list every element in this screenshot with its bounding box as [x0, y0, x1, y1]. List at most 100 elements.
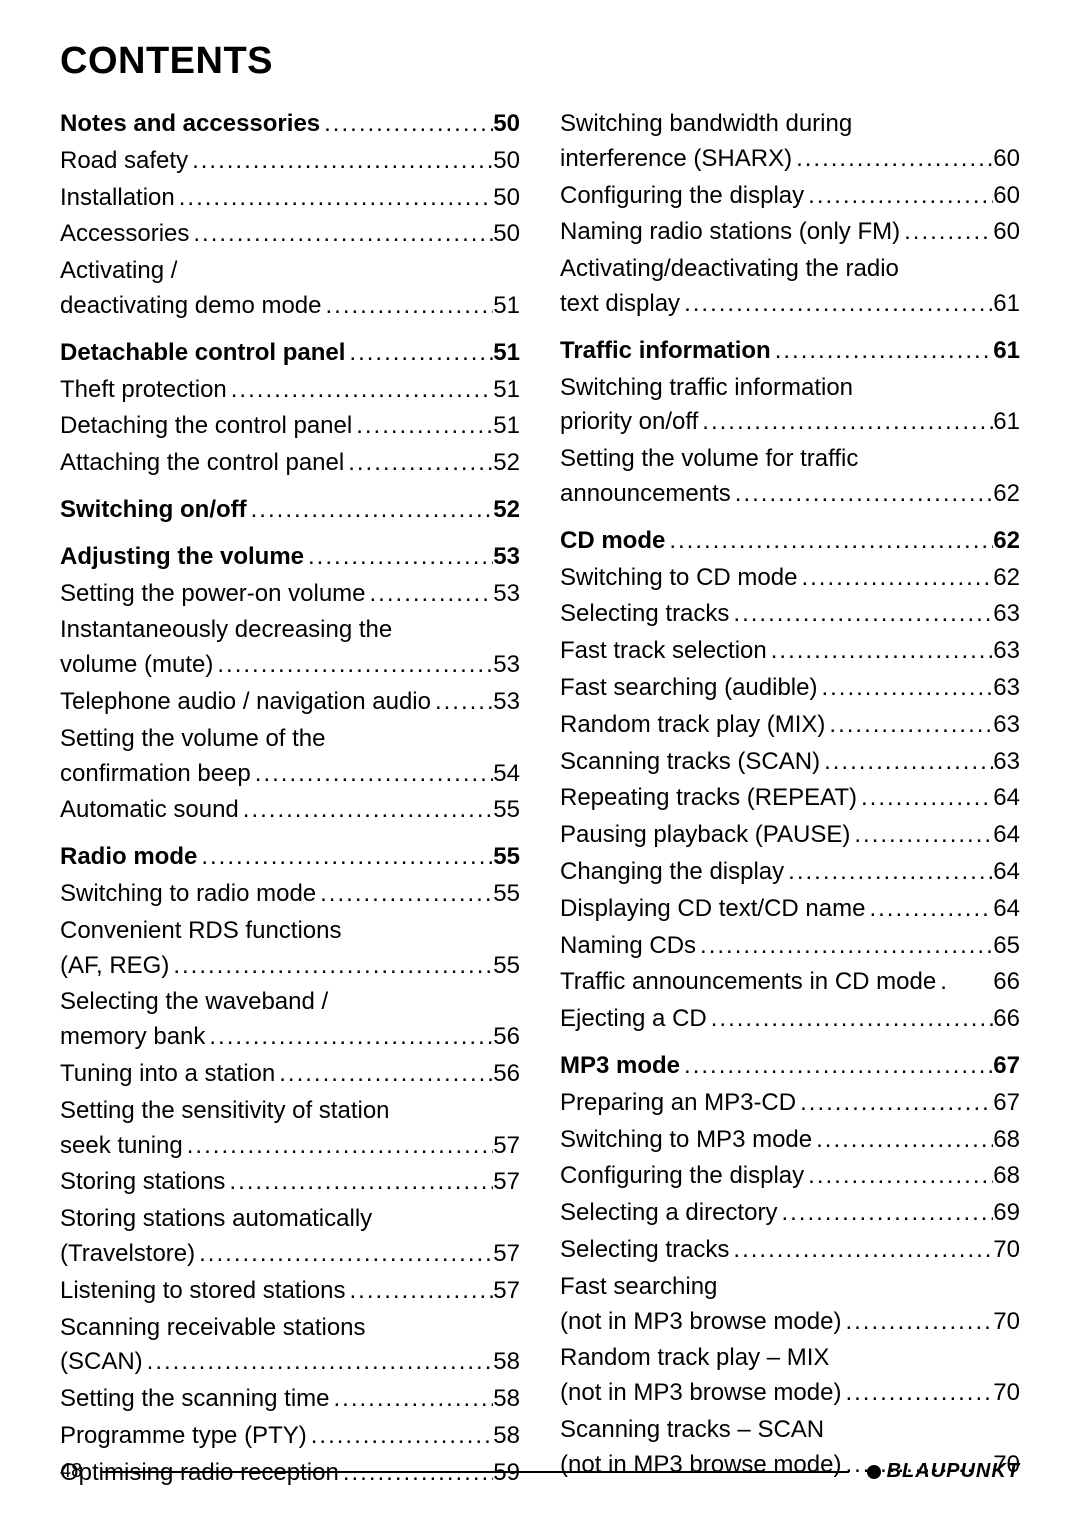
- toc-page: 52: [493, 446, 520, 481]
- toc-leader-dots: ........................................…: [188, 144, 493, 179]
- toc-page: 70: [993, 1305, 1020, 1340]
- toc-leader-dots: ........................................…: [316, 877, 493, 912]
- toc-leader-dots: ........................................…: [322, 289, 494, 324]
- toc-leader-dots: ........................................…: [729, 1233, 993, 1268]
- toc-label: Switching to MP3 mode: [560, 1123, 812, 1158]
- footer-rule: [100, 1471, 848, 1473]
- toc-page: 56: [493, 1020, 520, 1055]
- toc-label: MP3 mode: [560, 1049, 680, 1084]
- toc-label: Installation: [60, 181, 175, 216]
- toc-label: Automatic sound: [60, 793, 239, 828]
- toc-page: 57: [493, 1165, 520, 1200]
- toc-leader-dots: ........................................…: [812, 1123, 993, 1158]
- toc-page: 54: [493, 757, 520, 792]
- toc-entry: Fast searching (audible) ...............…: [560, 671, 1020, 706]
- toc-page: 50: [493, 144, 520, 179]
- toc-page: 60: [993, 215, 1020, 250]
- toc-entry: Selecting a directory ..................…: [560, 1196, 1020, 1231]
- toc-entry: Configuring the display ................…: [560, 1159, 1020, 1194]
- brand-text: BLAUPUNKT: [887, 1460, 1020, 1483]
- toc-entry: Setting the scanning time ..............…: [60, 1382, 520, 1417]
- toc-leader-dots: ........................................…: [820, 745, 993, 780]
- toc-label-continuation: Convenient RDS functions: [60, 914, 520, 949]
- toc-columns: Notes and accessories ..................…: [60, 107, 1020, 1492]
- toc-page: 63: [993, 708, 1020, 743]
- toc-label: Displaying CD text/CD name: [560, 892, 865, 927]
- toc-entry: Listening to stored stations ...........…: [60, 1274, 520, 1309]
- toc-leader-dots: ........................................…: [777, 1196, 993, 1231]
- toc-label: Traffic announcements in CD mode: [560, 965, 936, 1000]
- toc-page: 66: [993, 965, 1020, 1000]
- toc-page: 64: [993, 855, 1020, 890]
- toc-leader-dots: ........................................…: [352, 409, 493, 444]
- toc-label: Storing stations: [60, 1165, 225, 1200]
- toc-page: 70: [993, 1233, 1020, 1268]
- toc-entry: Setting the power-on volume ............…: [60, 577, 520, 612]
- toc-leader-dots: ........................................…: [665, 524, 993, 559]
- toc-label: (not in MP3 browse mode): [560, 1376, 841, 1411]
- toc-label: Ejecting a CD: [560, 1002, 707, 1037]
- toc-leader-dots: ........................................…: [729, 597, 993, 632]
- toc-page: 51: [493, 409, 520, 444]
- toc-label: Switching to radio mode: [60, 877, 316, 912]
- toc-page: 68: [993, 1123, 1020, 1158]
- toc-entry: (AF, REG) ..............................…: [60, 949, 520, 984]
- toc-label: interference (SHARX): [560, 142, 792, 177]
- toc-entry: Storing stations .......................…: [60, 1165, 520, 1200]
- toc-leader-dots: ........................................…: [431, 685, 493, 720]
- toc-label: Theft protection: [60, 373, 227, 408]
- toc-label: Random track play (MIX): [560, 708, 825, 743]
- toc-leader-dots: ........................................…: [680, 1049, 993, 1084]
- toc-label-continuation: Setting the sensitivity of station: [60, 1094, 520, 1129]
- toc-label: Changing the display: [560, 855, 784, 890]
- toc-label: Switching on/off: [60, 493, 247, 528]
- toc-entry: Random track play (MIX) ................…: [560, 708, 1020, 743]
- toc-label: text display: [560, 287, 680, 322]
- toc-entry: (Travelstore) ..........................…: [60, 1237, 520, 1272]
- toc-label-continuation: Setting the volume for traffic: [560, 442, 1020, 477]
- toc-page: 57: [493, 1237, 520, 1272]
- toc-leader-dots: ........................................…: [804, 179, 993, 214]
- toc-label-continuation: Scanning tracks – SCAN: [560, 1413, 1020, 1448]
- toc-label: CD mode: [560, 524, 665, 559]
- toc-page: 57: [493, 1274, 520, 1309]
- toc-label: Listening to stored stations: [60, 1274, 346, 1309]
- toc-page: 50: [493, 181, 520, 216]
- toc-leader-dots: ........................................…: [900, 215, 993, 250]
- toc-leader-dots: ........................................…: [696, 929, 993, 964]
- toc-page: 51: [493, 289, 520, 324]
- toc-leader-dots: ........................................…: [239, 793, 494, 828]
- toc-leader-dots: ........................................…: [251, 757, 494, 792]
- toc-label: Detaching the control panel: [60, 409, 352, 444]
- toc-page: 50: [493, 107, 520, 142]
- toc-page: 64: [993, 818, 1020, 853]
- page-title: CONTENTS: [60, 40, 1020, 83]
- toc-label: priority on/off: [560, 405, 698, 440]
- toc-section-entry: Notes and accessories ..................…: [60, 107, 520, 142]
- toc-page: 62: [993, 561, 1020, 596]
- toc-page: 52: [493, 493, 520, 528]
- toc-label: deactivating demo mode: [60, 289, 322, 324]
- toc-label: seek tuning: [60, 1129, 183, 1164]
- toc-page: 60: [993, 179, 1020, 214]
- toc-page: 62: [993, 524, 1020, 559]
- toc-label-continuation: Instantaneously decreasing the: [60, 613, 520, 648]
- toc-page: 64: [993, 781, 1020, 816]
- toc-leader-dots: ........................................…: [275, 1057, 493, 1092]
- toc-label-continuation: Activating /: [60, 254, 520, 289]
- toc-entry: priority on/off ........................…: [560, 405, 1020, 440]
- toc-page: 53: [493, 648, 520, 683]
- brand-dot-icon: [867, 1465, 881, 1479]
- toc-page: 51: [493, 373, 520, 408]
- toc-label: (Travelstore): [60, 1237, 195, 1272]
- toc-leader-dots: ........................................…: [213, 648, 493, 683]
- toc-leader-dots: ........................................…: [850, 818, 993, 853]
- toc-label: Configuring the display: [560, 179, 804, 214]
- toc-page: 63: [993, 597, 1020, 632]
- toc-entry: (not in MP3 browse mode) ...............…: [560, 1305, 1020, 1340]
- toc-entry: Selecting tracks .......................…: [560, 1233, 1020, 1268]
- toc-page: 58: [493, 1419, 520, 1454]
- toc-label: (SCAN): [60, 1345, 143, 1380]
- toc-section-entry: MP3 mode ...............................…: [560, 1049, 1020, 1084]
- toc-leader-dots: ........................................…: [143, 1345, 494, 1380]
